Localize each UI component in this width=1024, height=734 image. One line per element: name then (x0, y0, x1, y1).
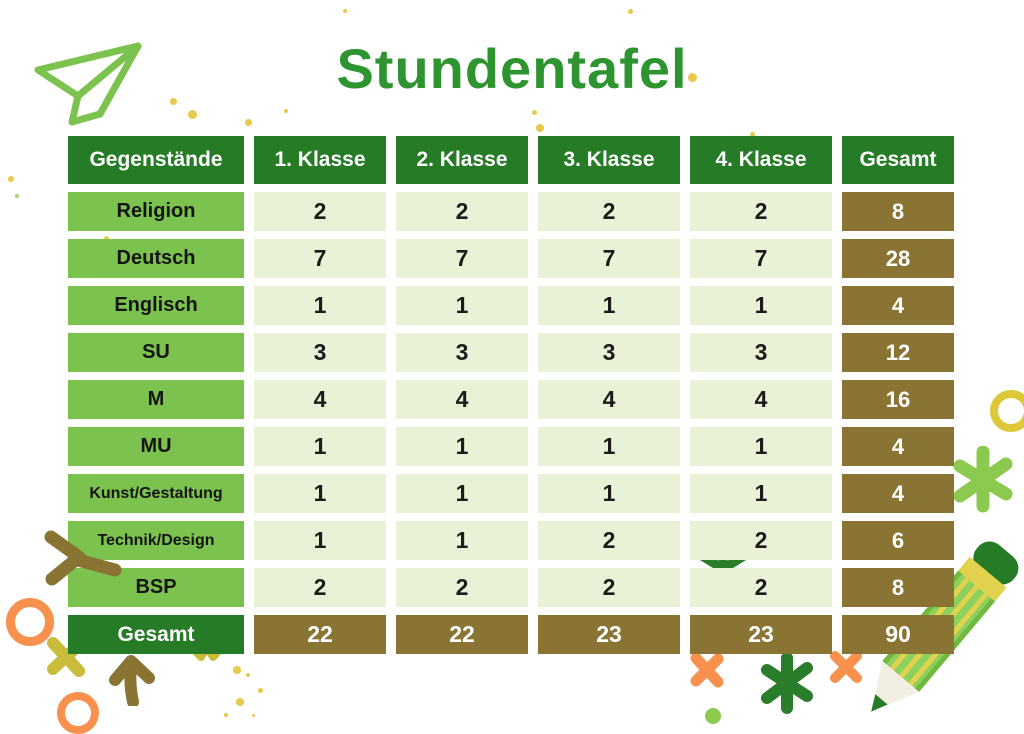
footer-total-cell: 22 (396, 615, 528, 654)
total-cell: 8 (842, 568, 954, 607)
ring-icon (990, 390, 1024, 432)
subject-cell: MU (68, 427, 244, 466)
value-cell: 1 (396, 474, 528, 513)
header-cell-total: Gesamt (842, 136, 954, 184)
value-cell: 7 (396, 239, 528, 278)
total-cell: 4 (842, 474, 954, 513)
value-cell: 2 (538, 192, 680, 231)
header-cell-class1: 1. Klasse (254, 136, 386, 184)
footer-total-cell: 23 (538, 615, 680, 654)
value-cell: 7 (690, 239, 832, 278)
value-cell: 2 (690, 192, 832, 231)
total-cell: 4 (842, 286, 954, 325)
value-cell: 7 (254, 239, 386, 278)
paper-plane-icon (34, 42, 142, 126)
total-cell: 12 (842, 333, 954, 372)
value-cell: 2 (690, 568, 832, 607)
value-cell: 1 (396, 286, 528, 325)
value-cell: 3 (254, 333, 386, 372)
value-cell: 2 (396, 192, 528, 231)
value-cell: 3 (538, 333, 680, 372)
total-cell: 4 (842, 427, 954, 466)
asterisk-icon (953, 446, 1013, 513)
arrow-icon (109, 655, 155, 706)
value-cell: 7 (538, 239, 680, 278)
subject-cell: SU (68, 333, 244, 372)
value-cell: 3 (396, 333, 528, 372)
value-cell: 1 (690, 474, 832, 513)
value-cell: 1 (690, 427, 832, 466)
header-cell-subjects: Gegenstände (68, 136, 244, 184)
header-cell-class4: 4. Klasse (690, 136, 832, 184)
value-cell: 1 (254, 427, 386, 466)
value-cell: 2 (538, 521, 680, 560)
footer-total-cell: 23 (690, 615, 832, 654)
value-cell: 1 (538, 427, 680, 466)
value-cell: 3 (690, 333, 832, 372)
value-cell: 2 (396, 568, 528, 607)
value-cell: 1 (254, 286, 386, 325)
x-mark-icon (690, 652, 724, 688)
value-cell: 1 (396, 521, 528, 560)
total-cell: 28 (842, 239, 954, 278)
value-cell: 1 (254, 474, 386, 513)
value-cell: 4 (690, 380, 832, 419)
value-cell: 2 (538, 568, 680, 607)
value-cell: 1 (538, 474, 680, 513)
page-title: Stundentafel (336, 37, 688, 100)
subject-cell: Deutsch (68, 239, 244, 278)
header-cell-class3: 3. Klasse (538, 136, 680, 184)
subject-cell: Kunst/Gestaltung (68, 474, 244, 513)
subject-cell: Englisch (68, 286, 244, 325)
total-cell: 16 (842, 380, 954, 419)
footer-grand-total-cell: 90 (842, 615, 954, 654)
footer-label-cell: Gesamt (68, 615, 244, 654)
header-cell-class2: 2. Klasse (396, 136, 528, 184)
value-cell: 2 (254, 192, 386, 231)
total-cell: 8 (842, 192, 954, 231)
subject-cell: Technik/Design (68, 521, 244, 560)
value-cell: 4 (254, 380, 386, 419)
x-mark-icon (830, 651, 862, 683)
ring-icon (6, 598, 54, 646)
subject-cell: Religion (68, 192, 244, 231)
value-cell: 1 (254, 521, 386, 560)
value-cell: 1 (690, 286, 832, 325)
ring-icon (57, 692, 99, 734)
value-cell: 1 (538, 286, 680, 325)
asterisk-icon (761, 652, 813, 714)
subject-cell: M (68, 380, 244, 419)
footer-total-cell: 22 (254, 615, 386, 654)
value-cell: 1 (396, 427, 528, 466)
value-cell: 4 (538, 380, 680, 419)
arrow-icon (44, 530, 122, 586)
stundentafel-table: Gegenstände 1. Klasse 2. Klasse 3. Klass… (68, 136, 954, 654)
total-cell: 6 (842, 521, 954, 560)
value-cell: 2 (254, 568, 386, 607)
value-cell: 4 (396, 380, 528, 419)
value-cell: 2 (690, 521, 832, 560)
subject-cell: BSP (68, 568, 244, 607)
